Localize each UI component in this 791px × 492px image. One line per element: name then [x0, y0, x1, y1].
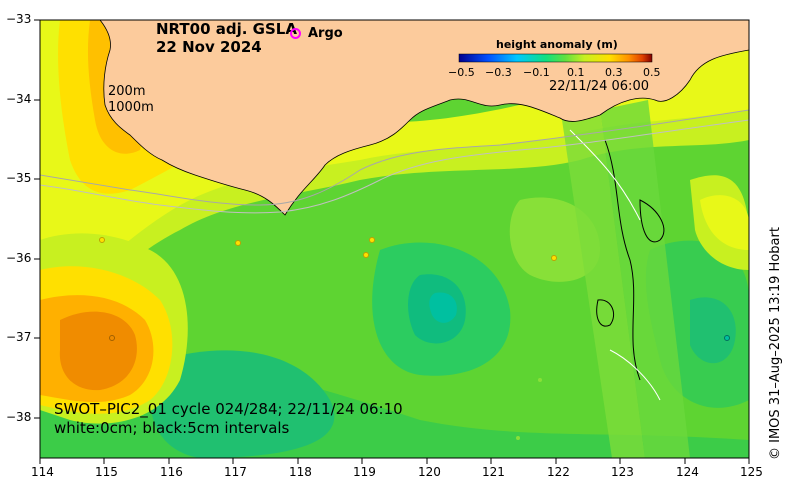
x-tick-label: 116 [160, 465, 183, 479]
colorbar-tick: 0.3 [605, 66, 623, 79]
argo-floats [99, 237, 730, 440]
colorbar-tick: −0.5 [448, 66, 475, 79]
x-tick-label: 117 [224, 465, 247, 479]
argo-legend: Argo [290, 26, 343, 41]
y-tick-label: −38 [6, 410, 32, 424]
x-tick-label: 123 [611, 465, 634, 479]
colorbar [458, 53, 653, 63]
x-tick-label: 121 [482, 465, 505, 479]
australia-landmass [99, 20, 749, 216]
y-tick-label: −36 [6, 251, 32, 265]
colorbar-tick: −0.3 [485, 66, 512, 79]
argo-label: Argo [308, 26, 343, 41]
swot-swath [562, 100, 690, 458]
isobath-label-1000m: 1000m [108, 100, 154, 115]
x-tick-label: 119 [353, 465, 376, 479]
map-date: 22 Nov 2024 [156, 38, 262, 56]
axis-ticks [34, 19, 750, 464]
isobath-1000m [40, 119, 749, 214]
colorbar-title: height anomaly (m) [496, 38, 618, 51]
x-tick-label: 115 [95, 465, 118, 479]
y-tick-label: −35 [6, 171, 32, 185]
colorbar-tick: 0.5 [643, 66, 661, 79]
y-tick-label: −33 [6, 12, 32, 26]
x-tick-label: 114 [31, 465, 54, 479]
y-tick-label: −34 [6, 92, 32, 106]
x-tick-label: 124 [676, 465, 699, 479]
swot-cycle-info: SWOT–PIC2_01 cycle 024/284; 22/11/24 06:… [54, 400, 403, 418]
x-tick-label: 118 [289, 465, 312, 479]
isobath-label-200m: 200m [108, 84, 146, 99]
x-tick-label: 125 [740, 465, 763, 479]
map-title: NRT00 adj. GSLA [156, 20, 297, 38]
colorbar-tick: 0.1 [567, 66, 585, 79]
isobath-200m [40, 109, 749, 206]
imos-credit: © IMOS 31–Aug–2025 13:19 Hobart [768, 227, 783, 460]
swot-overlay-time: 22/11/24 06:00 [549, 79, 649, 94]
contour-interval-info: white:0cm; black:5cm intervals [54, 419, 290, 437]
x-tick-label: 122 [547, 465, 570, 479]
colorbar-tick: −0.1 [523, 66, 550, 79]
sea-level-field [40, 20, 749, 458]
argo-marker-icon [290, 28, 301, 39]
plot-border [39, 19, 750, 459]
low-anomaly-region [150, 350, 335, 458]
y-tick-label: −37 [6, 330, 32, 344]
x-tick-label: 120 [418, 465, 441, 479]
